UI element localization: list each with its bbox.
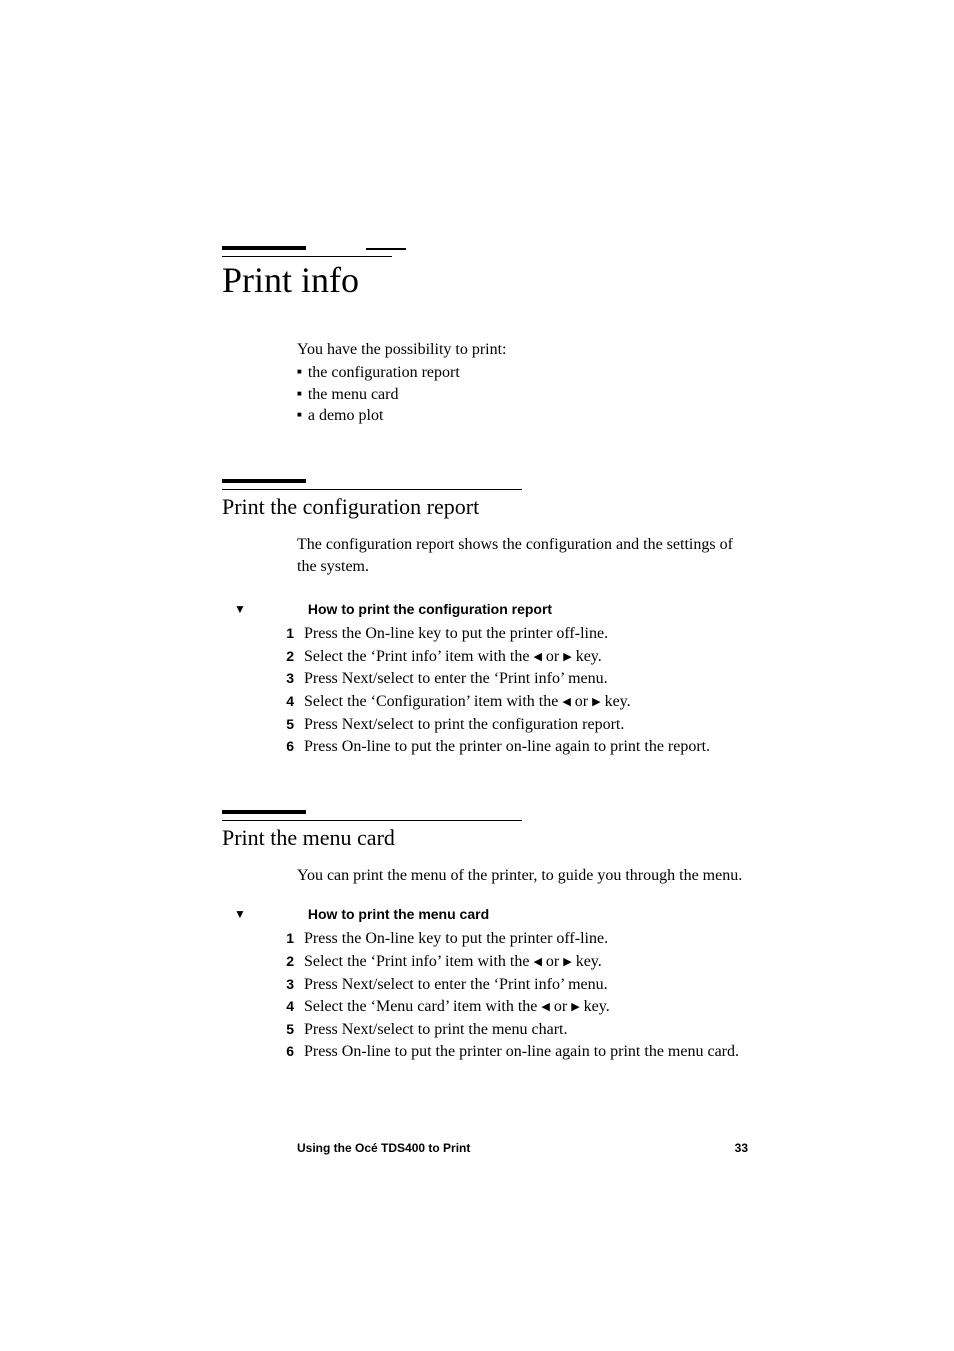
intro-bullet-list: the configuration report the menu card a…: [297, 362, 747, 427]
triangle-down-icon: ▼: [234, 601, 246, 615]
step: 3 Press Next/select to enter the ‘Print i…: [280, 668, 851, 690]
intro-bullet: the configuration report: [297, 362, 747, 384]
bullet-text: a demo plot: [308, 407, 384, 424]
step-text: Select the ‘Configuration’ item with the…: [304, 691, 851, 713]
title-rule-right: [366, 248, 406, 256]
step-text: Press Next/select to enter the ‘Print in…: [304, 974, 851, 996]
intro-bullet: a demo plot: [297, 405, 747, 427]
step-pre: Select the ‘Menu card’ item with the: [304, 998, 541, 1015]
step-number: 2: [280, 951, 294, 973]
step-number: 6: [280, 736, 294, 758]
step-text: Select the ‘Print info’ item with the ◀ …: [304, 646, 851, 668]
step-text: Select the ‘Menu card’ item with the ◀ o…: [304, 996, 851, 1018]
step: 6 Press On-line to put the printer on-lin…: [280, 736, 851, 758]
intro-text: You have the possibility to print:: [297, 339, 747, 361]
left-arrow-icon: ◀: [533, 650, 541, 665]
step-pre: Select the ‘Print info’ item with the: [304, 953, 533, 970]
step: 3 Press Next/select to enter the ‘Print i…: [280, 974, 851, 996]
bullet-text: the configuration report: [308, 364, 460, 381]
footer-page-number: 33: [735, 1141, 748, 1155]
section-intro: You can print the menu of the printer, t…: [297, 865, 747, 887]
step: 6 Press On-line to put the printer on-lin…: [280, 1041, 851, 1063]
step-pre: Select the ‘Configuration’ item with the: [304, 693, 562, 710]
procedure-header: ▼ How to print the configuration report: [234, 601, 851, 617]
step: 2 Select the ‘Print info’ item with the ◀…: [280, 951, 851, 973]
step-text: Press On-line to put the printer on-line…: [304, 1041, 851, 1063]
step-list: 1 Press the On-line key to put the printe…: [280, 623, 851, 758]
step-text: Press the On-line key to put the printer…: [304, 623, 851, 645]
step-post: key.: [572, 953, 602, 970]
step: 5 Press Next/select to print the configur…: [280, 714, 851, 736]
right-arrow-icon: ▶: [571, 1000, 579, 1015]
triangle-down-icon: ▼: [234, 906, 246, 920]
left-arrow-icon: ◀: [562, 695, 570, 710]
or-text: or: [571, 693, 592, 710]
left-arrow-icon: ◀: [533, 955, 541, 970]
step-number: 5: [280, 1019, 294, 1041]
step-post: key.: [580, 998, 610, 1015]
right-arrow-icon: ▶: [592, 695, 600, 710]
or-text: or: [542, 648, 563, 665]
procedure: ▼ How to print the menu card 1 Press the …: [234, 906, 851, 1063]
title-rule-left: [222, 246, 306, 250]
bullet-text: the menu card: [308, 386, 399, 403]
section-rule: [222, 479, 306, 483]
section-menu-card: Print the menu card You can print the me…: [222, 810, 851, 1063]
section-config-report: Print the configuration report The confi…: [222, 479, 851, 758]
step-number: 6: [280, 1041, 294, 1063]
step-list: 1 Press the On-line key to put the printe…: [280, 928, 851, 1063]
title-rule-row: [222, 246, 851, 256]
step-number: 1: [280, 623, 294, 645]
or-text: or: [550, 998, 571, 1015]
step-number: 5: [280, 714, 294, 736]
step-number: 4: [280, 996, 294, 1018]
step-text: Press Next/select to print the configura…: [304, 714, 851, 736]
step-post: key.: [601, 693, 631, 710]
step-number: 3: [280, 974, 294, 996]
step-number: 1: [280, 928, 294, 950]
step: 4 Select the ‘Configuration’ item with th…: [280, 691, 851, 713]
footer-title: Using the Océ TDS400 to Print: [297, 1141, 470, 1155]
step-text: Press Next/select to print the menu char…: [304, 1019, 851, 1041]
procedure-title: How to print the menu card: [308, 906, 489, 922]
intro-block: You have the possibility to print: the c…: [297, 339, 747, 427]
section-heading: Print the configuration report: [222, 489, 522, 520]
right-arrow-icon: ▶: [563, 955, 571, 970]
section-heading: Print the menu card: [222, 820, 522, 851]
section-intro: The configuration report shows the confi…: [297, 534, 747, 577]
step-text: Select the ‘Print info’ item with the ◀ …: [304, 951, 851, 973]
intro-bullet: the menu card: [297, 384, 747, 406]
procedure-title: How to print the configuration report: [308, 601, 552, 617]
step: 4 Select the ‘Menu card’ item with the ◀ …: [280, 996, 851, 1018]
step-number: 2: [280, 646, 294, 668]
or-text: or: [542, 953, 563, 970]
left-arrow-icon: ◀: [541, 1000, 549, 1015]
step-number: 3: [280, 668, 294, 690]
step: 1 Press the On-line key to put the printe…: [280, 623, 851, 645]
step-text: Press Next/select to enter the ‘Print in…: [304, 668, 851, 690]
page-footer: Using the Océ TDS400 to Print 33: [297, 1141, 748, 1155]
step-text: Press On-line to put the printer on-line…: [304, 736, 851, 758]
step-text: Press the On-line key to put the printer…: [304, 928, 851, 950]
step-number: 4: [280, 691, 294, 713]
right-arrow-icon: ▶: [563, 650, 571, 665]
page-title: Print info: [222, 256, 392, 301]
step: 2 Select the ‘Print info’ item with the ◀…: [280, 646, 851, 668]
step-pre: Select the ‘Print info’ item with the: [304, 648, 533, 665]
step: 5 Press Next/select to print the menu cha…: [280, 1019, 851, 1041]
step-post: key.: [572, 648, 602, 665]
procedure-header: ▼ How to print the menu card: [234, 906, 851, 922]
step: 1 Press the On-line key to put the printe…: [280, 928, 851, 950]
section-rule: [222, 810, 306, 814]
procedure: ▼ How to print the configuration report …: [234, 601, 851, 758]
